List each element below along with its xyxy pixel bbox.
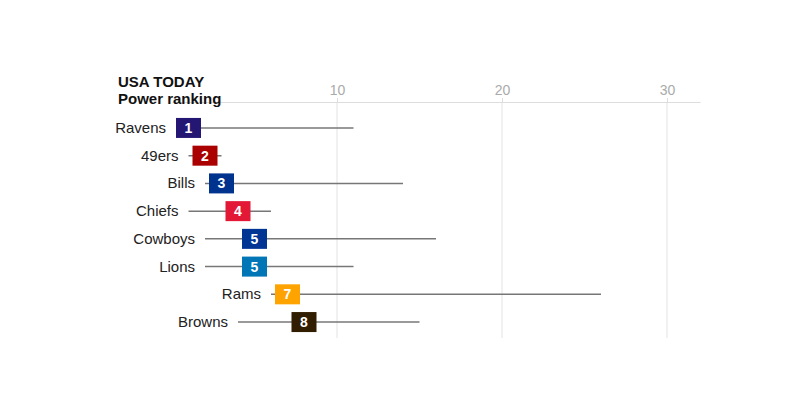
- rank-box: [275, 284, 300, 304]
- rank-box: [193, 146, 218, 166]
- tick-label: 30: [660, 82, 676, 98]
- rank-box: [242, 257, 267, 277]
- rank-range: [205, 183, 403, 185]
- data-label: 4: [234, 203, 242, 219]
- rank-box: [176, 118, 201, 138]
- tick-mark: [337, 98, 338, 102]
- chart: 102030USA TODAYPower ranking12345578Rave…: [0, 0, 800, 396]
- category-label: Cowboys: [133, 230, 195, 247]
- grid-line: [502, 102, 503, 338]
- tick-label: 20: [495, 82, 511, 98]
- rank-range: [271, 294, 601, 296]
- category-label: Lions: [159, 258, 195, 275]
- data-label: 2: [201, 148, 209, 164]
- rank-box: [226, 201, 251, 221]
- data-label: 8: [300, 314, 308, 330]
- category-label: Bills: [167, 174, 195, 191]
- tick: 20: [495, 82, 511, 102]
- category-label: Browns: [178, 313, 228, 330]
- data-label: 3: [218, 175, 226, 191]
- tick: 30: [660, 82, 676, 102]
- rank-range: [205, 266, 354, 268]
- data-labels: 12345578: [185, 120, 309, 330]
- tick: 10: [330, 82, 346, 102]
- data-label: 5: [251, 231, 259, 247]
- grid-line: [667, 102, 668, 338]
- subtitle: Power ranking: [118, 90, 221, 107]
- x-axis: 10 20 30: [173, 82, 701, 103]
- plot: [176, 118, 601, 332]
- category-labels: Ravens 49ers Bills Chiefs Cowboys Lions Rams Br…: [115, 119, 261, 330]
- grid: [337, 102, 667, 338]
- rank-box: [292, 312, 317, 332]
- tick-mark: [667, 98, 668, 102]
- grid-line: [337, 102, 338, 338]
- rank-box: [209, 173, 234, 193]
- title: USA TODAY: [118, 73, 204, 90]
- rank-range: [205, 238, 436, 240]
- category-label: 49ers: [141, 147, 179, 164]
- tick-mark: [502, 98, 503, 102]
- category-label: Rams: [222, 285, 261, 302]
- tick-label: 10: [330, 82, 346, 98]
- rank-box: [242, 229, 267, 249]
- category-label: Ravens: [115, 119, 166, 136]
- axis-line: [173, 102, 701, 103]
- data-label: 1: [185, 120, 193, 136]
- data-label: 5: [251, 259, 259, 275]
- category-label: Chiefs: [136, 202, 179, 219]
- rank-range: [238, 321, 420, 323]
- rank-range: [189, 127, 354, 129]
- data-label: 7: [284, 286, 292, 302]
